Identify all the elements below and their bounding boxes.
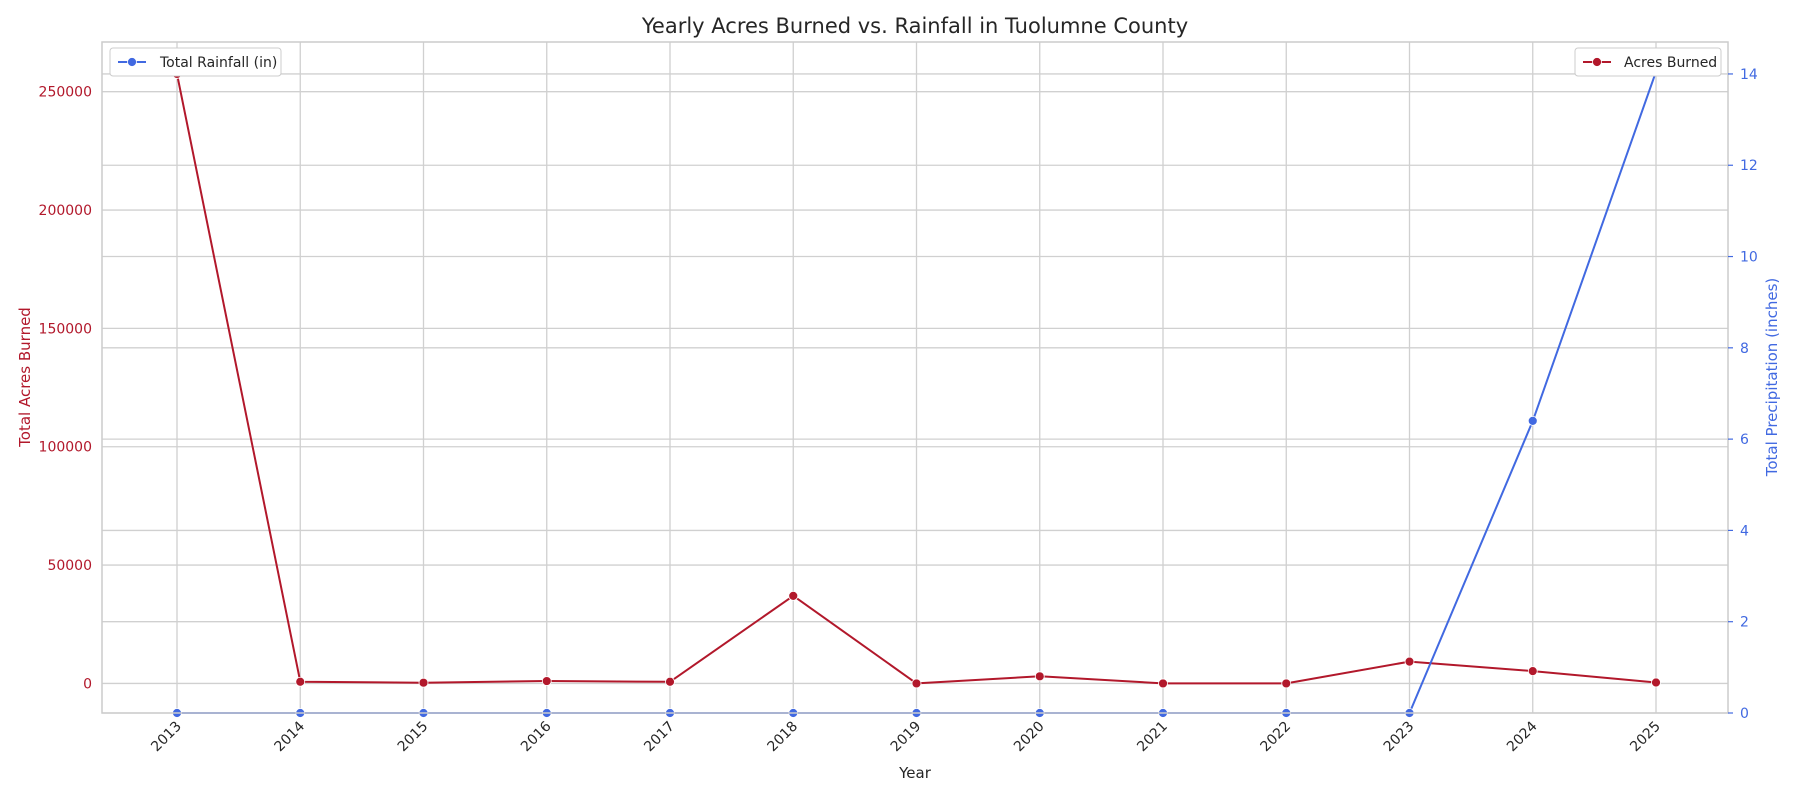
left-tick-label: 200000 <box>39 203 92 219</box>
acres-burned-point <box>1651 677 1661 688</box>
x-axis-label: Year <box>898 764 932 782</box>
acres-burned-point <box>788 590 799 601</box>
x-axis-ticks: 2013 2014 2015 2016 2017 2018 2019 2020 2021 2022… <box>148 718 1664 755</box>
right-tick-label: 10 <box>1740 250 1758 266</box>
acres-burned-point <box>418 677 429 688</box>
acres-burned-point <box>1158 678 1168 689</box>
rainfall-point <box>1527 415 1538 426</box>
acres-burned-point <box>911 678 922 689</box>
legend-rainfall-label: Total Rainfall (in) <box>159 55 277 71</box>
acres-burned-point <box>1281 678 1292 689</box>
right-tick-label: 4 <box>1740 523 1749 539</box>
x-tick-label: 2025 <box>1627 719 1664 756</box>
right-axis-ticks: 0 2 4 6 8 10 12 14 <box>1728 67 1758 722</box>
legend-acres: Acres Burned <box>1574 47 1722 77</box>
plot-frame <box>101 41 1729 714</box>
chart-title: Yearly Acres Burned vs. Rainfall in Tuol… <box>641 14 1188 38</box>
x-tick-label: 2020 <box>1011 719 1048 756</box>
right-axis-label: Total Precipitation (inches) <box>1763 278 1781 478</box>
right-tick-label: 14 <box>1740 67 1758 83</box>
left-tick-label: 0 <box>83 676 92 692</box>
acres-burned-point <box>1404 656 1415 667</box>
acres-burned-point <box>1034 671 1045 682</box>
x-tick-label: 2013 <box>148 719 185 756</box>
acres-burned-point <box>295 676 306 687</box>
x-tick-label: 2014 <box>272 718 309 755</box>
x-tick-label: 2017 <box>641 719 678 756</box>
right-tick-label: 12 <box>1740 158 1758 174</box>
acres-burned-point <box>541 676 552 686</box>
x-tick-label: 2021 <box>1134 719 1171 756</box>
x-tick-label: 2015 <box>395 719 432 756</box>
right-tick-label: 8 <box>1740 341 1749 357</box>
acres-burned-point <box>665 676 675 687</box>
x-tick-label: 2016 <box>518 718 555 755</box>
left-tick-label: 250000 <box>39 85 92 101</box>
left-tick-label: 150000 <box>39 321 92 337</box>
left-tick-label: 50000 <box>47 558 92 574</box>
x-tick-label: 2023 <box>1381 719 1418 756</box>
left-axis-ticks: 0 50000 100000 150000 200000 250000 <box>39 85 92 693</box>
acres-burned-point <box>1527 666 1538 677</box>
x-axis-gridlines <box>176 42 1657 713</box>
right-tick-label: 0 <box>1740 706 1749 722</box>
right-axis-gridlines <box>102 73 1728 714</box>
left-tick-label: 100000 <box>39 440 92 456</box>
left-axis-label: Total Acres Burned <box>16 307 34 448</box>
right-tick-label: 6 <box>1740 432 1749 448</box>
legend-rainfall: Total Rainfall (in) <box>109 47 282 77</box>
right-tick-label: 2 <box>1740 615 1749 631</box>
x-tick-label: 2022 <box>1258 719 1295 756</box>
x-tick-label: 2018 <box>765 719 802 756</box>
legend-acres-label: Acres Burned <box>1624 55 1717 71</box>
x-tick-label: 2024 <box>1504 718 1541 755</box>
left-axis-gridlines <box>102 91 1728 685</box>
x-tick-label: 2019 <box>888 719 925 756</box>
